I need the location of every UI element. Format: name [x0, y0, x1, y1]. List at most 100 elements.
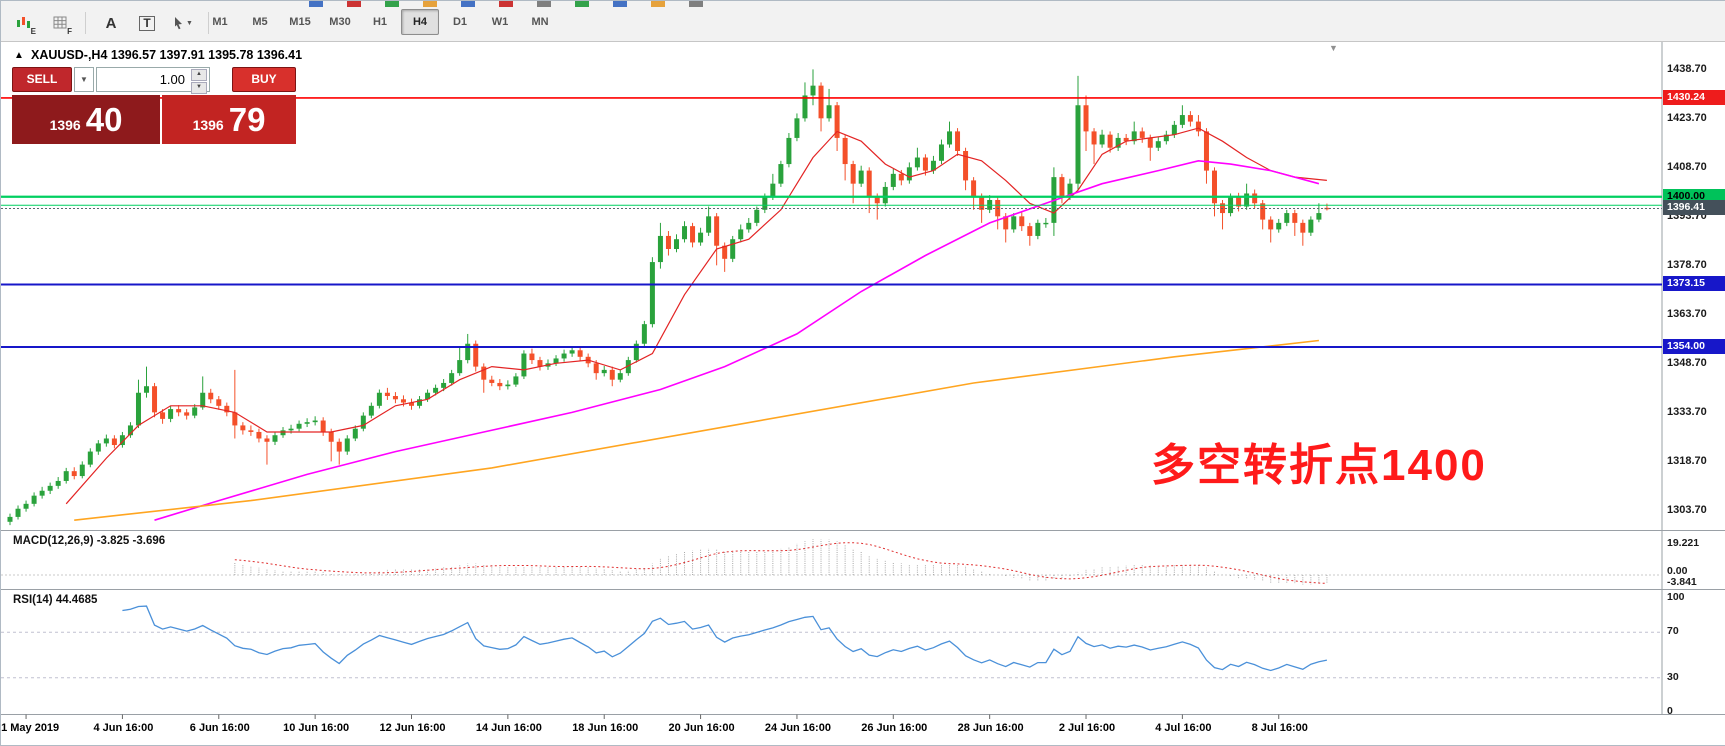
fast-red-ma-line [65, 127, 1327, 505]
price-tick: 1438.70 [1667, 63, 1707, 76]
rsi-axis-label: 0 [1667, 705, 1673, 717]
mini-candles-icon [17, 17, 30, 28]
lot-field-wrap: ▲ ▼ [96, 67, 210, 94]
symbol-ohlc-title: XAUUSD-,H4 1396.57 1397.91 1395.78 1396.… [31, 48, 303, 62]
time-label: 2 Jul 16:00 [1058, 722, 1116, 734]
time-label: 31 May 2019 [0, 722, 60, 734]
letter-t-icon: T [139, 15, 155, 31]
candle-body [641, 324, 647, 344]
candle-body [240, 425, 246, 431]
candle-body [79, 464, 85, 477]
candle-body [160, 412, 166, 419]
candle-body [248, 430, 254, 432]
text-label-tool-icon[interactable]: A [96, 9, 126, 37]
candle-body [690, 226, 696, 243]
macd-axis-label: 0.00 [1667, 565, 1688, 577]
candle-body [384, 392, 390, 397]
cursor-tool-dropdown[interactable]: ▼ [168, 9, 198, 37]
candle-body [224, 405, 230, 413]
candle-body [441, 382, 447, 388]
candle-body [553, 358, 559, 364]
candle-body [810, 85, 816, 96]
toolbar-separator [208, 12, 209, 34]
candle-body [47, 485, 53, 491]
candle-body [312, 420, 318, 423]
timeframe-w1[interactable]: W1 [491, 16, 509, 28]
timeframe-m15[interactable]: M15 [289, 16, 311, 28]
expert-chart-tool-icon[interactable]: E [9, 9, 39, 37]
candle-body [898, 173, 904, 181]
candle-body [328, 431, 334, 442]
candle-body [1260, 203, 1266, 220]
candle-body [762, 196, 768, 210]
candle-body [256, 431, 262, 439]
text-box-tool-icon[interactable]: T [132, 9, 162, 37]
candle-body [1171, 124, 1177, 135]
slow-orange-ma-line [74, 339, 1319, 521]
candle-body [1091, 131, 1097, 145]
candle-body [152, 386, 158, 413]
candle-body [963, 150, 969, 181]
candle-body [866, 170, 872, 197]
chart-shift-marker-icon[interactable]: ▼ [1329, 43, 1338, 53]
lot-dropdown[interactable]: ▼ [74, 67, 94, 92]
tool-letter: E [30, 27, 36, 36]
candle-body [834, 105, 840, 138]
medium-magenta-ma-line [154, 159, 1320, 521]
sell-button[interactable]: SELL [12, 67, 72, 92]
buy-price-panel[interactable]: 1396 79 [162, 95, 296, 144]
candle-body [1099, 134, 1105, 145]
candle-body [1059, 177, 1065, 197]
candle-body [304, 422, 310, 424]
rsi-axis-label: 70 [1667, 625, 1679, 638]
buy-button[interactable]: BUY [232, 67, 296, 92]
sell-price-panel[interactable]: 1396 40 [12, 95, 160, 144]
candle-body [593, 363, 599, 374]
candle-body [1019, 216, 1025, 227]
candle-body [481, 366, 487, 380]
candle-body [425, 392, 431, 400]
candle-body [625, 360, 631, 374]
candle-body [754, 209, 760, 223]
candle-body [521, 353, 527, 377]
candle-body [376, 392, 382, 406]
candle-body [200, 392, 206, 408]
timeframe-mn[interactable]: MN [531, 16, 549, 28]
rsi-label: RSI(14) 44.4685 [13, 594, 98, 606]
timeframe-m5[interactable]: M5 [252, 16, 268, 28]
time-label: 26 Jun 16:00 [861, 722, 928, 734]
timeframe-m1[interactable]: M1 [212, 16, 228, 28]
price-tick: 1423.70 [1667, 112, 1707, 125]
candle-body [914, 157, 920, 168]
one-click-collapse-icon[interactable]: ▲ [14, 50, 24, 61]
grid-tool-icon[interactable]: F [45, 9, 75, 37]
candle-body [473, 343, 479, 367]
candle-body [561, 353, 567, 359]
candle-body [1308, 219, 1314, 233]
candle-body [786, 137, 792, 165]
price-badge: 1400.00 [1663, 188, 1725, 204]
timeframe-m30[interactable]: M30 [329, 16, 351, 28]
candle-body [601, 369, 607, 374]
candle-body [280, 430, 286, 436]
timeframe-h1[interactable]: H1 [372, 16, 388, 28]
clipped-icon-fragment [309, 1, 323, 7]
candle-body [15, 508, 21, 517]
timeframe-d1[interactable]: D1 [452, 16, 468, 28]
timeframe-h4[interactable]: H4 [401, 9, 439, 35]
spin-down-icon[interactable]: ▼ [191, 82, 207, 94]
spin-up-icon[interactable]: ▲ [191, 69, 207, 81]
candle-body [1115, 137, 1121, 148]
candle-body [730, 239, 736, 259]
candle-body [706, 216, 712, 233]
candle-body [232, 412, 238, 426]
candle-body [955, 131, 961, 151]
candle-body [609, 369, 615, 380]
candle-body [1268, 219, 1274, 230]
clipped-icon-fragment [651, 1, 665, 7]
time-label: 8 Jul 16:00 [1251, 722, 1308, 734]
clipped-icon-fragment [499, 1, 513, 7]
candle-body [360, 415, 366, 429]
candle-body [55, 480, 61, 486]
